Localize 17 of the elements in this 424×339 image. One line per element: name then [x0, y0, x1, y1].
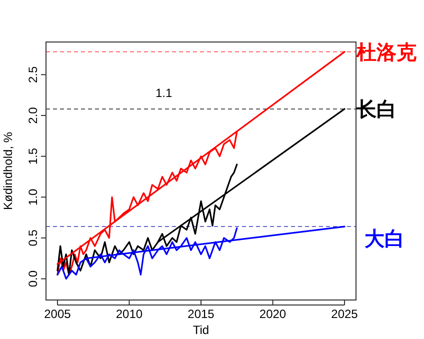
y-tick-label: 2.0 [26, 106, 40, 124]
series-label: 长白 [356, 98, 397, 121]
x-tick-label: 2010 [116, 307, 143, 321]
x-tick-label: 2015 [188, 307, 215, 321]
annotation: 1.1 [155, 86, 172, 100]
x-tick-label: 2005 [44, 307, 72, 321]
series-label: 杜洛克 [356, 42, 417, 64]
y-tick-label: 0.0 [26, 270, 40, 288]
x-tick-label: 2020 [259, 307, 286, 321]
y-axis-title: Kødindhold, % [1, 132, 15, 210]
x-tick-label: 2025 [331, 307, 358, 321]
y-tick-label: 1.5 [26, 148, 40, 165]
y-tick-label: 1.0 [26, 188, 40, 206]
series-label: 大白 [364, 228, 405, 251]
y-tick-label: 2.5 [26, 66, 40, 83]
x-axis-title: Tid [192, 323, 210, 337]
y-tick-label: 0.5 [26, 229, 40, 246]
